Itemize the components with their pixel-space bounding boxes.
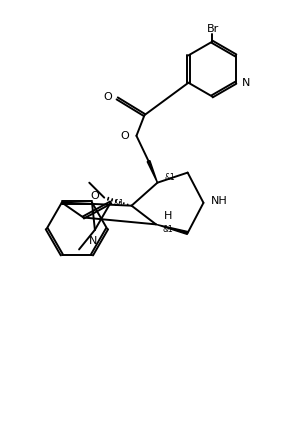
Text: NH: NH <box>211 196 227 206</box>
Text: &1: &1 <box>162 225 173 234</box>
Polygon shape <box>147 160 158 183</box>
Text: Br: Br <box>207 24 219 34</box>
Text: &1: &1 <box>165 173 175 182</box>
Text: N: N <box>242 78 251 88</box>
Text: H: H <box>164 211 173 222</box>
Text: N: N <box>88 236 97 246</box>
Text: O: O <box>90 191 99 202</box>
Text: O: O <box>121 131 129 141</box>
Polygon shape <box>156 224 188 234</box>
Text: &1: &1 <box>114 199 124 208</box>
Text: O: O <box>103 92 112 102</box>
